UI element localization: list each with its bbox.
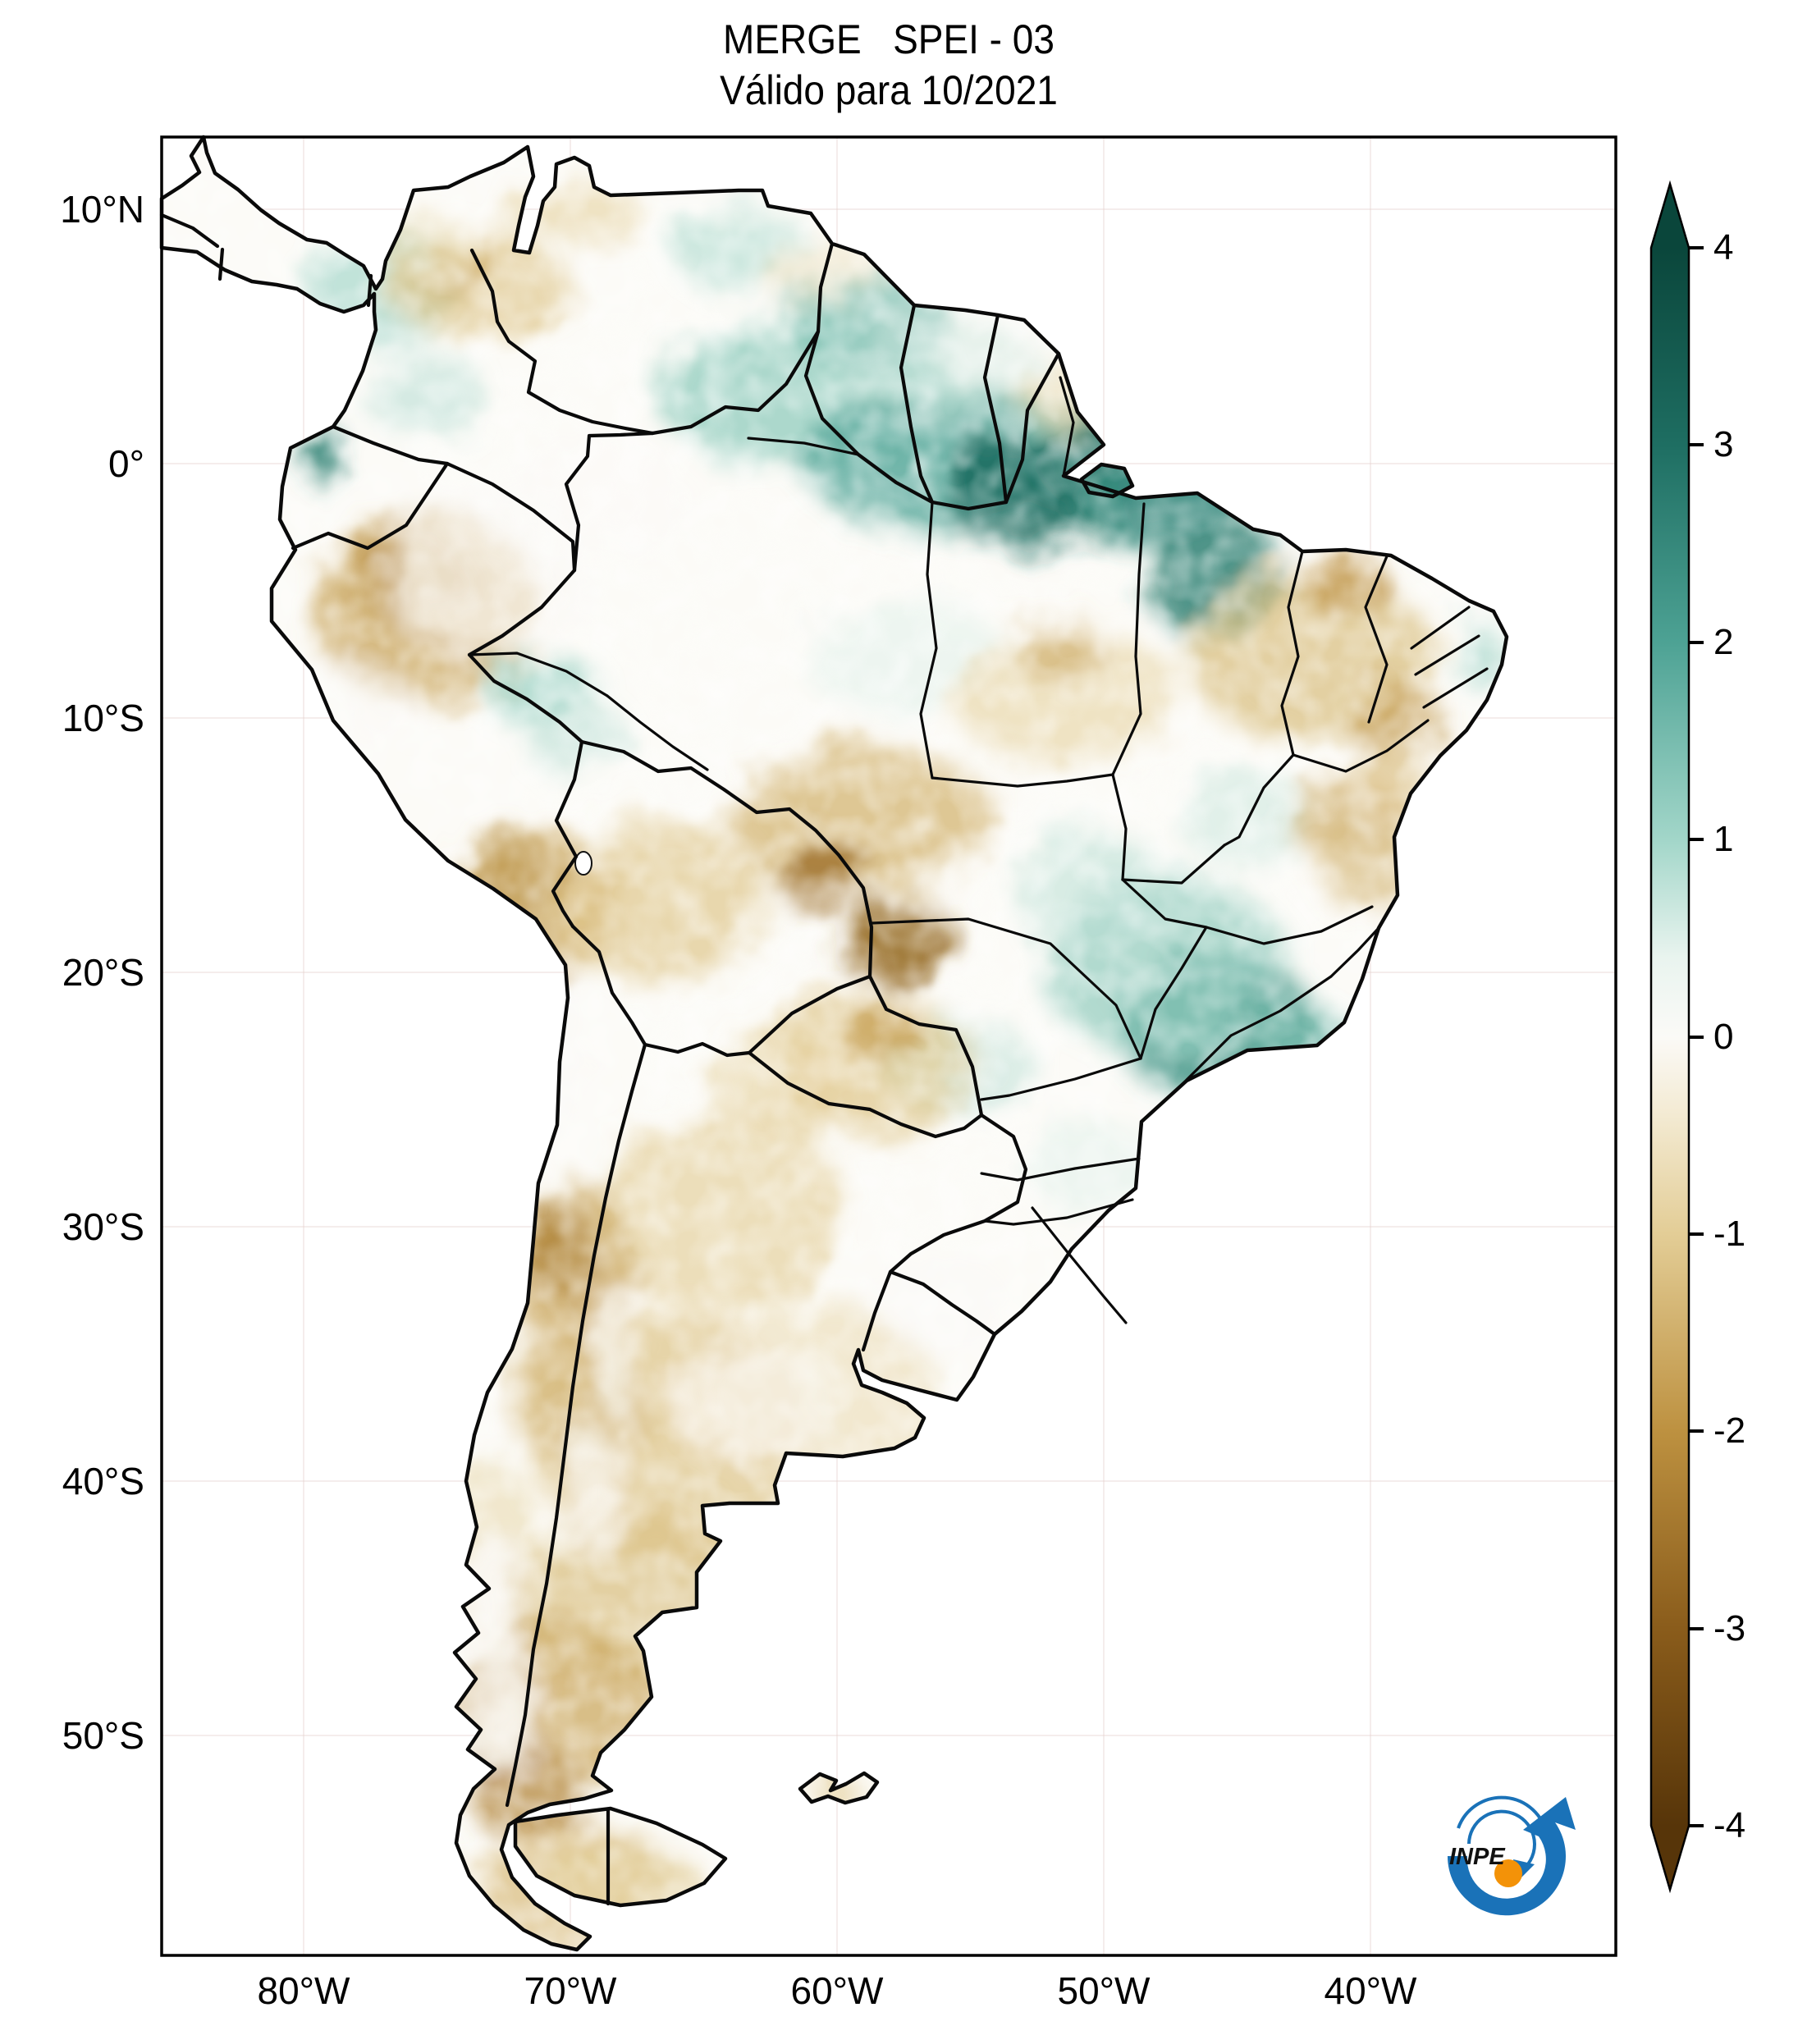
lon-tick-label: 80°W <box>257 1969 350 2012</box>
colorbar-tick-label: 2 <box>1713 621 1734 662</box>
lon-tick-label: 60°W <box>790 1969 884 2012</box>
colorbar-tick-mark <box>1689 245 1704 249</box>
colorbar-tick-label: 0 <box>1713 1016 1734 1057</box>
inpe-logo: INPE <box>1447 1795 1576 1916</box>
brazil-state-borders <box>468 376 1489 1324</box>
colorbar-tick-mark <box>1689 1429 1704 1434</box>
lat-tick-label: 40°S <box>62 1460 144 1502</box>
lon-tick-label: 50°W <box>1057 1969 1151 2012</box>
colorbar-tick-label: 3 <box>1713 424 1734 465</box>
lat-tick-label: 30°S <box>62 1205 144 1248</box>
colorbar-tick-label: -4 <box>1713 1805 1746 1846</box>
lat-tick-label: 10°N <box>60 188 144 231</box>
colorbar-tick-label: -1 <box>1713 1213 1746 1254</box>
lat-tick-label: 20°S <box>62 951 144 994</box>
lake-titicaca <box>574 851 592 876</box>
lat-tick-label: 50°S <box>62 1714 144 1757</box>
colorbar-tick-mark <box>1689 640 1704 644</box>
figure-title: MERGE SPEI - 03 <box>723 16 1055 62</box>
inpe-logo-outer-orbit-icon <box>1457 1795 1549 1836</box>
lon-tick-label: 40°W <box>1324 1969 1417 2012</box>
colorbar-tick-label: 1 <box>1713 819 1734 860</box>
colorbar-tick-mark <box>1689 443 1704 447</box>
inpe-logo-orange-sphere-icon <box>1494 1859 1522 1887</box>
lat-tick-label: 0° <box>108 442 144 485</box>
colorbar-tick-mark <box>1689 1626 1704 1630</box>
colorbar-tick-mark <box>1689 838 1704 842</box>
colorbar <box>1649 180 1690 1894</box>
colorbar-tick-mark <box>1689 1035 1704 1039</box>
colorbar-tick-mark <box>1689 1824 1704 1828</box>
inpe-logo-text: INPE <box>1449 1844 1506 1870</box>
lat-tick-label: 10°S <box>62 697 144 739</box>
colorbar-tick-label: 4 <box>1713 226 1734 268</box>
country-borders <box>159 213 1061 1906</box>
figure-subtitle: Válido para 10/2021 <box>720 67 1058 113</box>
inpe-logo-inner-orbit-icon <box>1467 1809 1536 1871</box>
axes-frame <box>160 135 1617 1957</box>
colorbar-tick-label: -2 <box>1713 1411 1746 1452</box>
lon-tick-label: 70°W <box>524 1969 617 2012</box>
colorbar-tick-label: -3 <box>1713 1607 1746 1648</box>
colorbar-tick-mark <box>1689 1232 1704 1236</box>
